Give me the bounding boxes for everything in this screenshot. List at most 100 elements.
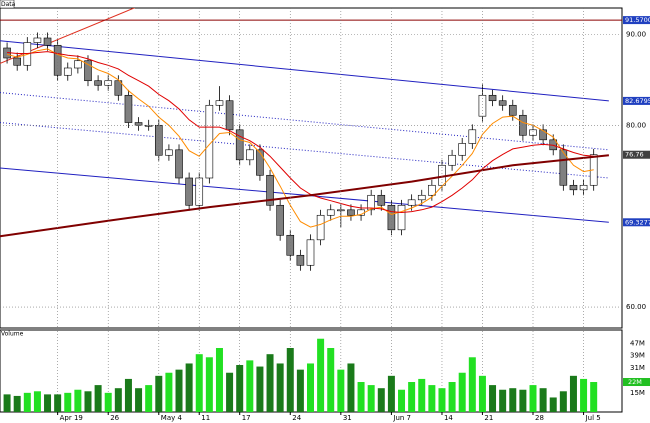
volume-bar [185, 363, 193, 412]
volume-bar [296, 369, 304, 412]
price-tag-label: 76.76 [625, 151, 644, 159]
volume-bar [33, 391, 41, 412]
volume-bar [215, 348, 223, 412]
price-tag-label: 82.6795 [625, 97, 650, 105]
x-tick-label: Apr 19 [60, 414, 83, 422]
volume-bar [468, 357, 476, 412]
candle-body [74, 60, 82, 69]
candle-body [53, 44, 62, 76]
volume-bar [23, 392, 31, 412]
volume-bar [489, 385, 497, 412]
volume-bar [367, 385, 375, 412]
volume-bar [13, 395, 21, 412]
y-tick-label: 90.00 [626, 30, 646, 38]
candle-body [397, 204, 406, 231]
volume-bar [549, 397, 557, 412]
moving-average [0, 154, 610, 238]
candle-body [246, 149, 254, 161]
volume-bar [195, 354, 203, 412]
candle-body [175, 149, 183, 179]
volume-tick-label: 39M [630, 352, 645, 360]
volume-bar [74, 389, 82, 412]
candle-body [235, 129, 244, 161]
volume-bar [246, 360, 254, 412]
volume-bar [64, 392, 72, 412]
volume-bar [266, 354, 274, 412]
x-tick-label: May 4 [161, 414, 183, 422]
candle-body [215, 100, 224, 106]
candle-body [134, 122, 143, 126]
candle-body [256, 149, 264, 176]
x-tick-label: 26 [110, 414, 119, 422]
x-tick-label: 31 [343, 414, 352, 422]
candle-body [488, 94, 497, 102]
candle-body [377, 194, 386, 206]
volume-bar [448, 382, 456, 412]
candle-body [387, 204, 396, 231]
volume-bar [104, 392, 112, 412]
price-tag-label: 69.3277 [625, 218, 650, 226]
candle-body [94, 80, 102, 86]
y-tick-label: 60.00 [626, 303, 646, 311]
candle-body [205, 104, 214, 179]
volume-bar [529, 385, 537, 412]
candle-body [185, 177, 193, 206]
volume-tag-label: 22M [628, 378, 642, 386]
volume-bar [205, 357, 213, 412]
price-tag [623, 218, 650, 227]
volume-bar [317, 338, 325, 412]
volume-bar [428, 385, 436, 412]
candle-body [306, 239, 315, 266]
candle-body [468, 129, 477, 144]
candle-body [569, 184, 578, 191]
volume-tick-label: 15M [630, 389, 645, 397]
price-plot [0, 8, 622, 271]
price-tag-label: 91.5700 [625, 16, 650, 24]
volume-bar [145, 385, 153, 412]
volume-bar [590, 382, 598, 412]
x-tick-label: 21 [484, 414, 493, 422]
moving-average [6, 48, 594, 228]
volume-bar [539, 388, 547, 412]
candle-body [367, 194, 375, 211]
candle-body [347, 209, 355, 216]
volume-bar [398, 389, 406, 412]
x-tick-label: 11 [201, 414, 210, 422]
volume-bar [226, 372, 234, 412]
candle-body [458, 143, 467, 156]
moving-average [7, 51, 594, 214]
volume-bar [54, 394, 62, 412]
volume-bar [569, 375, 577, 412]
candle-body [266, 174, 274, 206]
volume-bar [256, 366, 264, 412]
candle-body [114, 80, 123, 96]
volume-bar [124, 378, 132, 412]
volume-bar [175, 369, 183, 412]
volume-bar [155, 375, 163, 412]
candle-body [144, 124, 153, 127]
candle-body [326, 209, 335, 216]
volume-bar [580, 378, 588, 412]
volume-bar [509, 388, 517, 412]
volume-bar [327, 348, 335, 412]
volume-tick-label: 31M [630, 364, 645, 372]
candle-body [508, 104, 517, 116]
candle-body [417, 194, 426, 201]
candle-body [165, 149, 173, 156]
candle-body [296, 254, 305, 266]
volume-bar [44, 394, 52, 412]
candle-body [498, 100, 507, 106]
volume-bar [357, 382, 365, 412]
x-tick-label: Jun 7 [392, 414, 411, 422]
candle-body [43, 37, 52, 46]
volume-bar [377, 388, 385, 412]
candle-body [124, 94, 133, 123]
volume-bar [114, 388, 122, 412]
x-tick-label: 24 [292, 414, 301, 422]
volume-title: Volume [1, 331, 24, 338]
volume-bar [387, 375, 395, 412]
volume-bar [458, 372, 466, 412]
price-tag [623, 16, 650, 25]
volume-bar [84, 391, 92, 412]
panel-title: Data [1, 1, 16, 8]
